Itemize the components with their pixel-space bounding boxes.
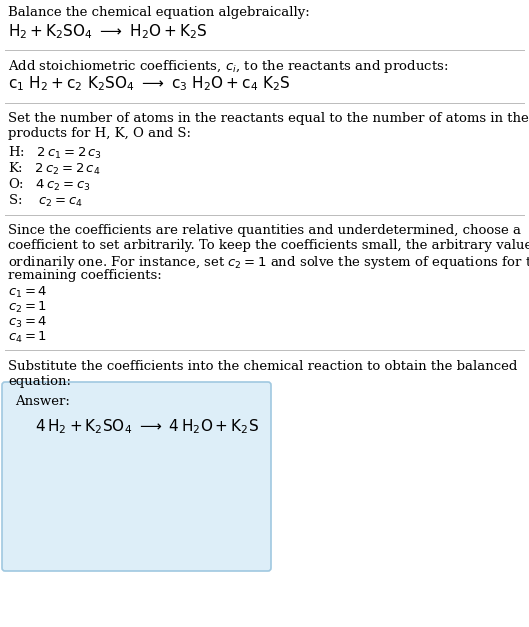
Text: O:   $4\,c_2 = c_3$: O: $4\,c_2 = c_3$ — [8, 177, 91, 193]
FancyBboxPatch shape — [2, 382, 271, 571]
Text: H:   $2\,c_1 = 2\,c_3$: H: $2\,c_1 = 2\,c_3$ — [8, 145, 102, 161]
Text: Answer:: Answer: — [15, 395, 70, 408]
Text: $\mathrm{H_2 + K_2SO_4 \ {\longrightarrow} \ H_2O + K_2S}$: $\mathrm{H_2 + K_2SO_4 \ {\longrightarro… — [8, 22, 208, 41]
Text: ordinarily one. For instance, set $c_2 = 1$ and solve the system of equations fo: ordinarily one. For instance, set $c_2 =… — [8, 254, 529, 271]
Text: $\mathrm{4\,H_2 + K_2SO_4 \ {\longrightarrow} \ 4\,H_2O + K_2S}$: $\mathrm{4\,H_2 + K_2SO_4 \ {\longrighta… — [35, 417, 259, 436]
Text: $c_1 = 4$: $c_1 = 4$ — [8, 285, 48, 300]
Text: $\mathrm{c_1\ H_2 + c_2\ K_2SO_4 \ {\longrightarrow} \ c_3\ H_2O + c_4\ K_2S}$: $\mathrm{c_1\ H_2 + c_2\ K_2SO_4 \ {\lon… — [8, 74, 290, 93]
Text: K:   $2\,c_2 = 2\,c_4$: K: $2\,c_2 = 2\,c_4$ — [8, 161, 101, 177]
Text: Balance the chemical equation algebraically:: Balance the chemical equation algebraica… — [8, 6, 310, 19]
Text: S:    $c_2 = c_4$: S: $c_2 = c_4$ — [8, 193, 83, 209]
Text: $c_2 = 1$: $c_2 = 1$ — [8, 300, 47, 315]
Text: Set the number of atoms in the reactants equal to the number of atoms in the: Set the number of atoms in the reactants… — [8, 112, 529, 125]
Text: products for H, K, O and S:: products for H, K, O and S: — [8, 127, 191, 140]
Text: equation:: equation: — [8, 375, 71, 388]
Text: remaining coefficients:: remaining coefficients: — [8, 269, 162, 282]
Text: Substitute the coefficients into the chemical reaction to obtain the balanced: Substitute the coefficients into the che… — [8, 360, 517, 373]
Text: Since the coefficients are relative quantities and underdetermined, choose a: Since the coefficients are relative quan… — [8, 224, 521, 237]
Text: Add stoichiometric coefficients, $c_i$, to the reactants and products:: Add stoichiometric coefficients, $c_i$, … — [8, 58, 449, 75]
Text: coefficient to set arbitrarily. To keep the coefficients small, the arbitrary va: coefficient to set arbitrarily. To keep … — [8, 239, 529, 252]
Text: $c_4 = 1$: $c_4 = 1$ — [8, 330, 47, 345]
Text: $c_3 = 4$: $c_3 = 4$ — [8, 315, 48, 330]
